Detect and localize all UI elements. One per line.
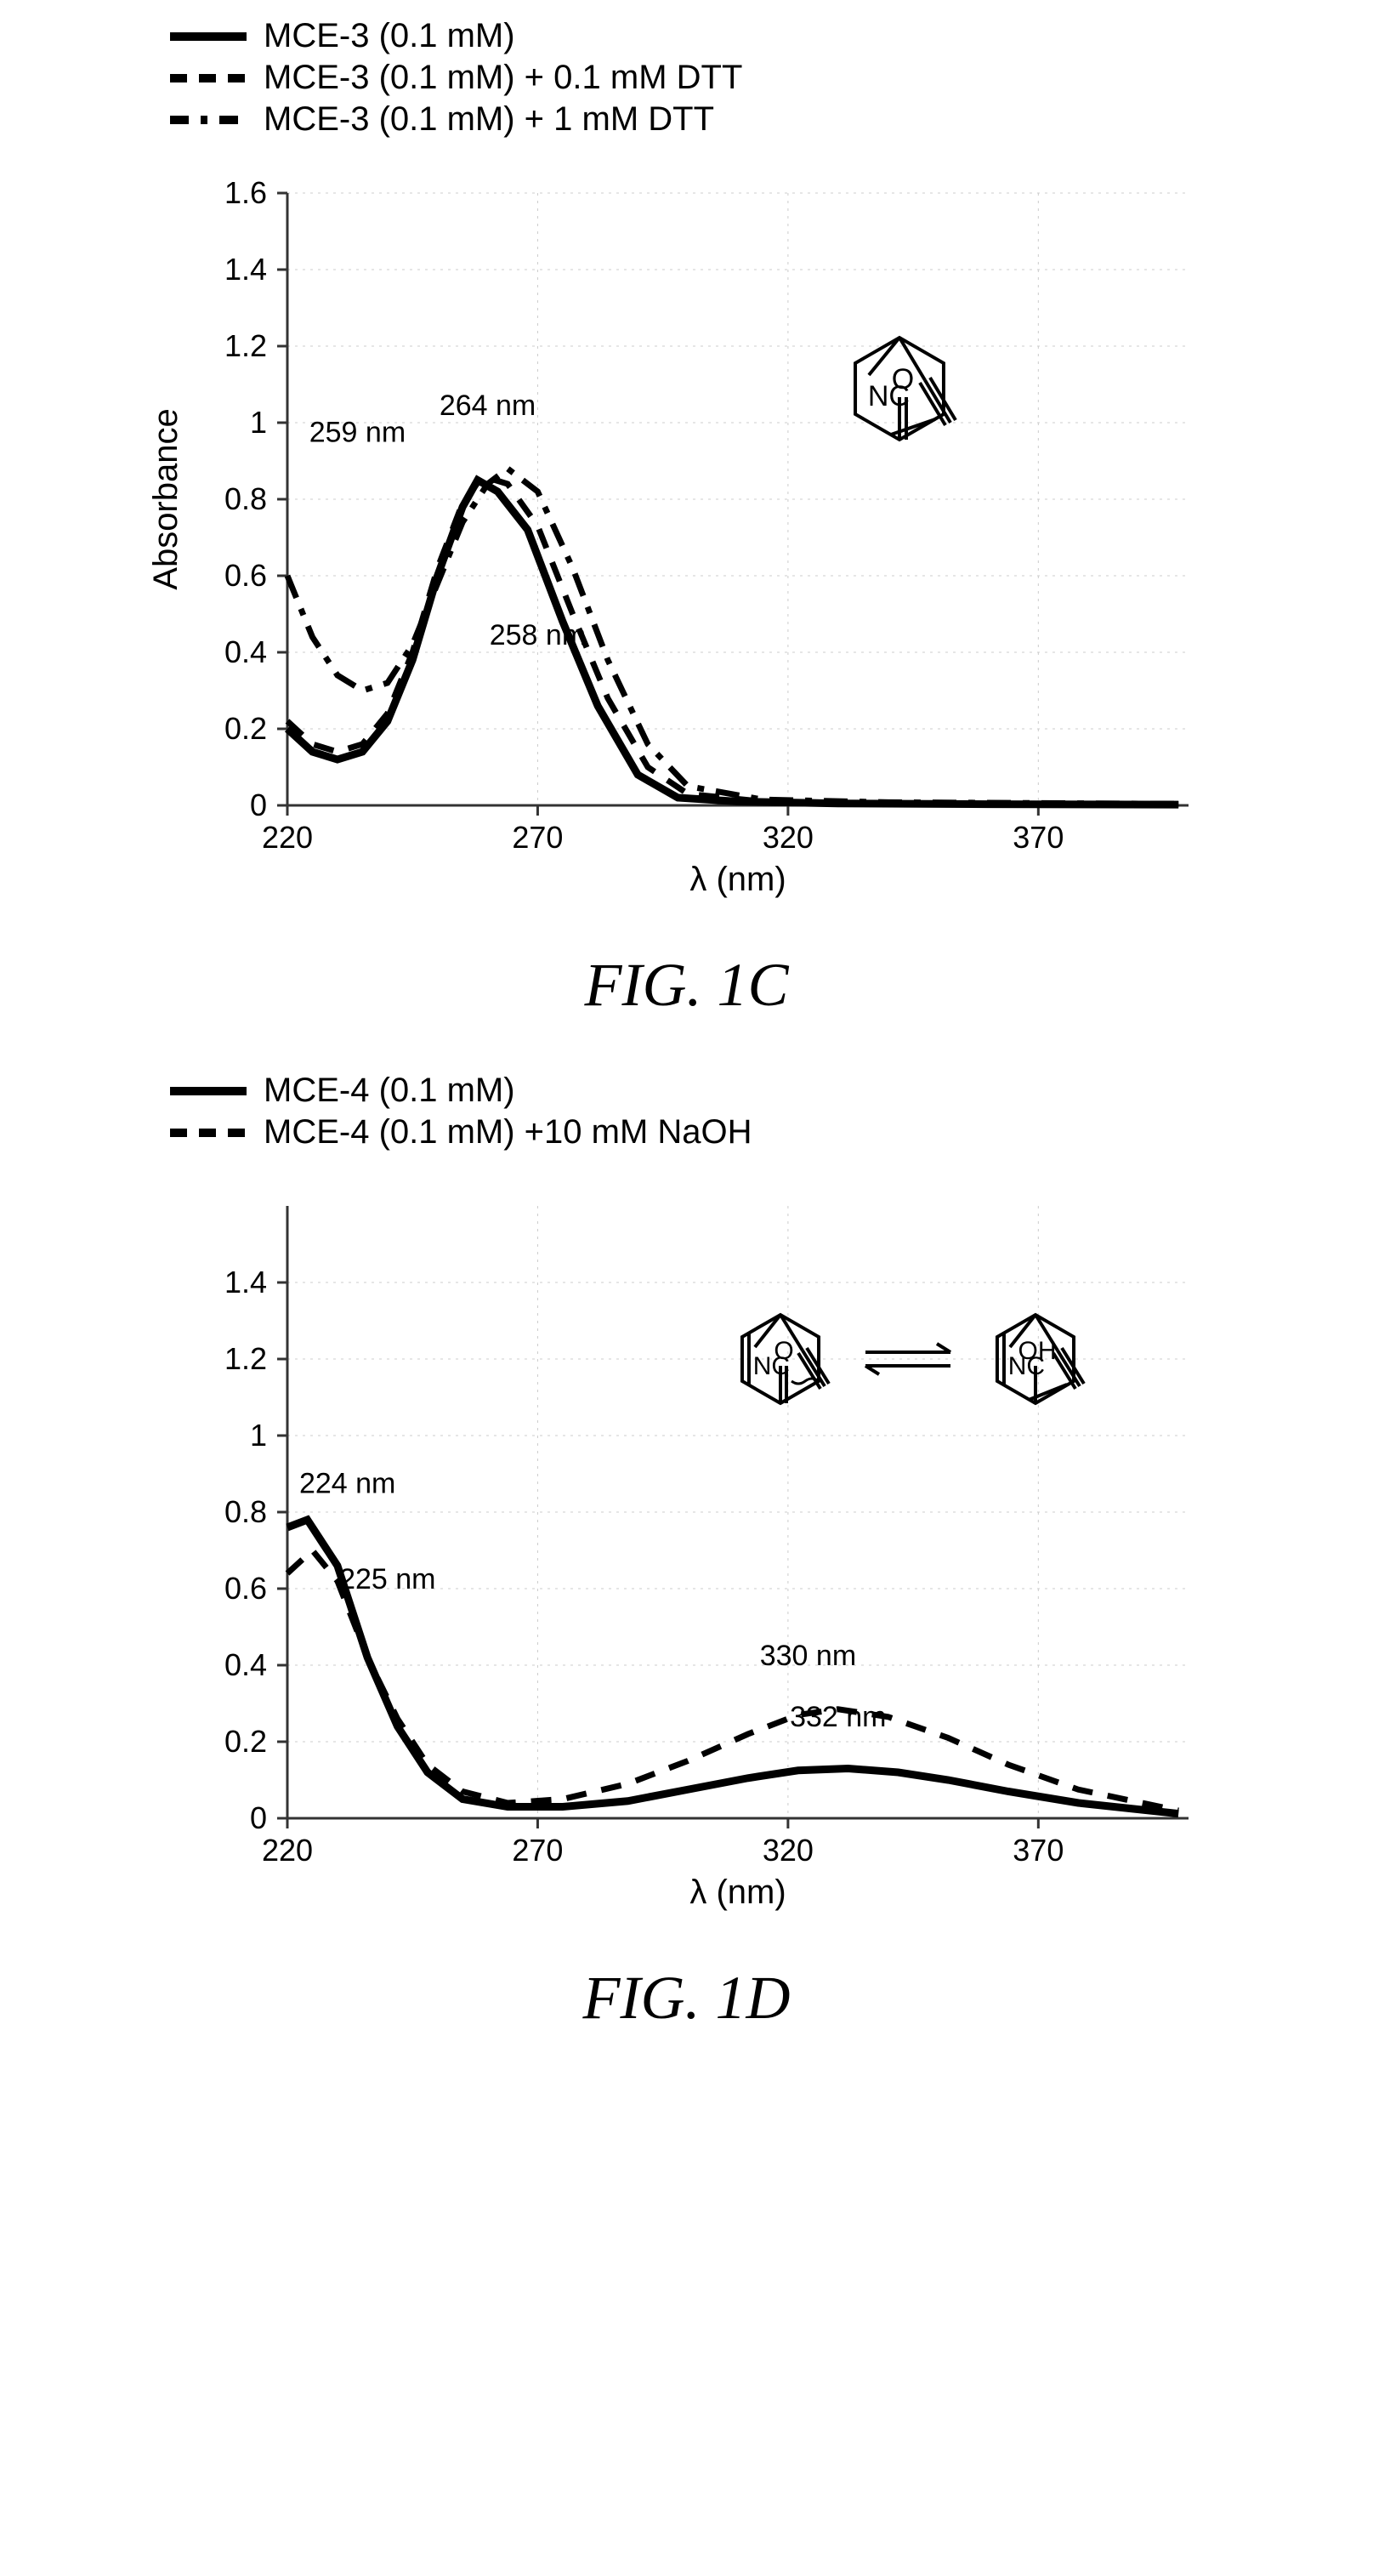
svg-text:0: 0 bbox=[249, 1800, 266, 1835]
chart-fig-1d: 220 270 320 370 0 0.2 0.4 0.6 0.8 1 1.2 1.4 λ (nm) 22… bbox=[134, 1172, 1240, 1937]
svg-text:270: 270 bbox=[512, 820, 563, 855]
legend-label: MCE-3 (0.1 mM) + 1 mM DTT bbox=[264, 100, 714, 139]
svg-text:λ (nm): λ (nm) bbox=[689, 1874, 786, 1911]
svg-text:1: 1 bbox=[249, 1418, 266, 1453]
svg-text:270: 270 bbox=[512, 1833, 563, 1868]
svg-text:Absorbance: Absorbance bbox=[147, 408, 184, 589]
svg-text:264 nm: 264 nm bbox=[439, 390, 535, 422]
svg-text:0.8: 0.8 bbox=[224, 1494, 266, 1529]
legend-label: MCE-3 (0.1 mM) bbox=[264, 17, 515, 55]
legend-swatch-solid bbox=[170, 1087, 247, 1095]
page: MCE-3 (0.1 mM) MCE-3 (0.1 mM) + 0.1 mM D… bbox=[17, 17, 1356, 2033]
legend-swatch-solid bbox=[170, 32, 247, 41]
svg-text:224 nm: 224 nm bbox=[298, 1468, 394, 1500]
svg-text:0.2: 0.2 bbox=[224, 1724, 266, 1759]
legend-row: MCE-3 (0.1 mM) + 0.1 mM DTT bbox=[170, 59, 742, 97]
svg-text:259 nm: 259 nm bbox=[309, 417, 405, 449]
svg-text:320: 320 bbox=[762, 1833, 813, 1868]
svg-text:0.6: 0.6 bbox=[224, 1571, 266, 1606]
svg-text:1.4: 1.4 bbox=[224, 252, 266, 287]
panel-fig-1c: MCE-3 (0.1 mM) MCE-3 (0.1 mM) + 0.1 mM D… bbox=[17, 17, 1356, 1021]
svg-text:λ (nm): λ (nm) bbox=[689, 861, 786, 898]
svg-text:0.4: 0.4 bbox=[224, 634, 266, 669]
panel-fig-1d: MCE-4 (0.1 mM) MCE-4 (0.1 mM) +10 mM NaO… bbox=[17, 1072, 1356, 2033]
figure-label: FIG. 1C bbox=[585, 950, 789, 1021]
svg-text:220: 220 bbox=[261, 820, 312, 855]
svg-text:330 nm: 330 nm bbox=[759, 1640, 855, 1672]
legend-swatch-dash bbox=[170, 1129, 247, 1137]
svg-text:220: 220 bbox=[261, 1833, 312, 1868]
svg-text:370: 370 bbox=[1013, 820, 1064, 855]
chart-fig-1c: 220 270 320 370 0 0.2 0.4 0.6 0.8 1 1.2 1.4 1.6 λ (nm… bbox=[134, 159, 1240, 924]
legend-fig-1d: MCE-4 (0.1 mM) MCE-4 (0.1 mM) +10 mM NaO… bbox=[170, 1072, 752, 1155]
legend-label: MCE-4 (0.1 mM) +10 mM NaOH bbox=[264, 1113, 752, 1152]
chart-svg: 220 270 320 370 0 0.2 0.4 0.6 0.8 1 1.2 1.4 λ (nm) 22… bbox=[134, 1172, 1240, 1937]
svg-text:0.2: 0.2 bbox=[224, 711, 266, 746]
legend-swatch-dashdot bbox=[170, 116, 247, 124]
legend-row: MCE-4 (0.1 mM) bbox=[170, 1072, 752, 1110]
legend-label: MCE-3 (0.1 mM) + 0.1 mM DTT bbox=[264, 59, 742, 97]
legend-row: MCE-3 (0.1 mM) bbox=[170, 17, 742, 55]
svg-text:NC: NC bbox=[1007, 1352, 1044, 1380]
legend-row: MCE-3 (0.1 mM) + 1 mM DTT bbox=[170, 100, 742, 139]
svg-text:1.4: 1.4 bbox=[224, 1265, 266, 1299]
legend-label: MCE-4 (0.1 mM) bbox=[264, 1072, 515, 1110]
svg-text:0.6: 0.6 bbox=[224, 558, 266, 593]
svg-text:320: 320 bbox=[762, 820, 813, 855]
svg-text:1.2: 1.2 bbox=[224, 1341, 266, 1376]
legend-row: MCE-4 (0.1 mM) +10 mM NaOH bbox=[170, 1113, 752, 1152]
svg-text:NC: NC bbox=[867, 380, 909, 412]
svg-text:0.4: 0.4 bbox=[224, 1647, 266, 1682]
svg-text:370: 370 bbox=[1013, 1833, 1064, 1868]
svg-text:0.8: 0.8 bbox=[224, 481, 266, 516]
svg-text:1.2: 1.2 bbox=[224, 328, 266, 363]
svg-text:225 nm: 225 nm bbox=[339, 1563, 435, 1595]
svg-text:332 nm: 332 nm bbox=[790, 1701, 886, 1733]
chart-svg: 220 270 320 370 0 0.2 0.4 0.6 0.8 1 1.2 1.4 1.6 λ (nm… bbox=[134, 159, 1240, 924]
figure-label: FIG. 1D bbox=[583, 1963, 791, 2033]
svg-text:258 nm: 258 nm bbox=[489, 619, 585, 651]
svg-text:1: 1 bbox=[249, 405, 266, 440]
svg-text:NC: NC bbox=[752, 1352, 789, 1380]
svg-text:0: 0 bbox=[249, 788, 266, 822]
legend-swatch-dash bbox=[170, 74, 247, 82]
legend-fig-1c: MCE-3 (0.1 mM) MCE-3 (0.1 mM) + 0.1 mM D… bbox=[170, 17, 742, 142]
svg-text:1.6: 1.6 bbox=[224, 175, 266, 210]
